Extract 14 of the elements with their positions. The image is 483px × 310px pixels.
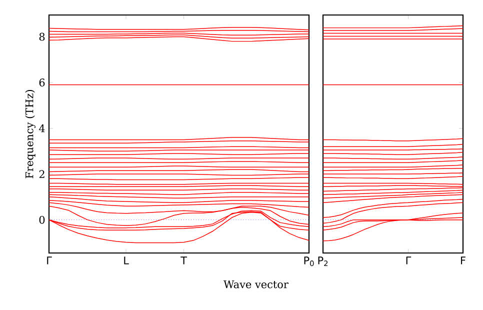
y-tick-label: 6 [39,78,45,86]
x-tick-label: T [180,256,188,264]
x-tick-label: Γ [47,256,52,264]
y-tick-label: 0 [39,216,45,224]
x-tick-label: P$_{0}$ [304,256,314,266]
y-axis-title: Frequency (THz) [25,90,36,178]
x-tick-label: L [124,256,129,264]
x-tick-label: P$_{2}$ [318,256,328,266]
y-tick-label: 4 [38,124,45,132]
y-tick-label: 2 [39,170,44,178]
x-tick-label: Γ [406,256,412,264]
y-tick-label: 8 [39,32,45,41]
x-tick-label: F [461,256,466,264]
x-axis-title: Wave vector [224,280,288,288]
